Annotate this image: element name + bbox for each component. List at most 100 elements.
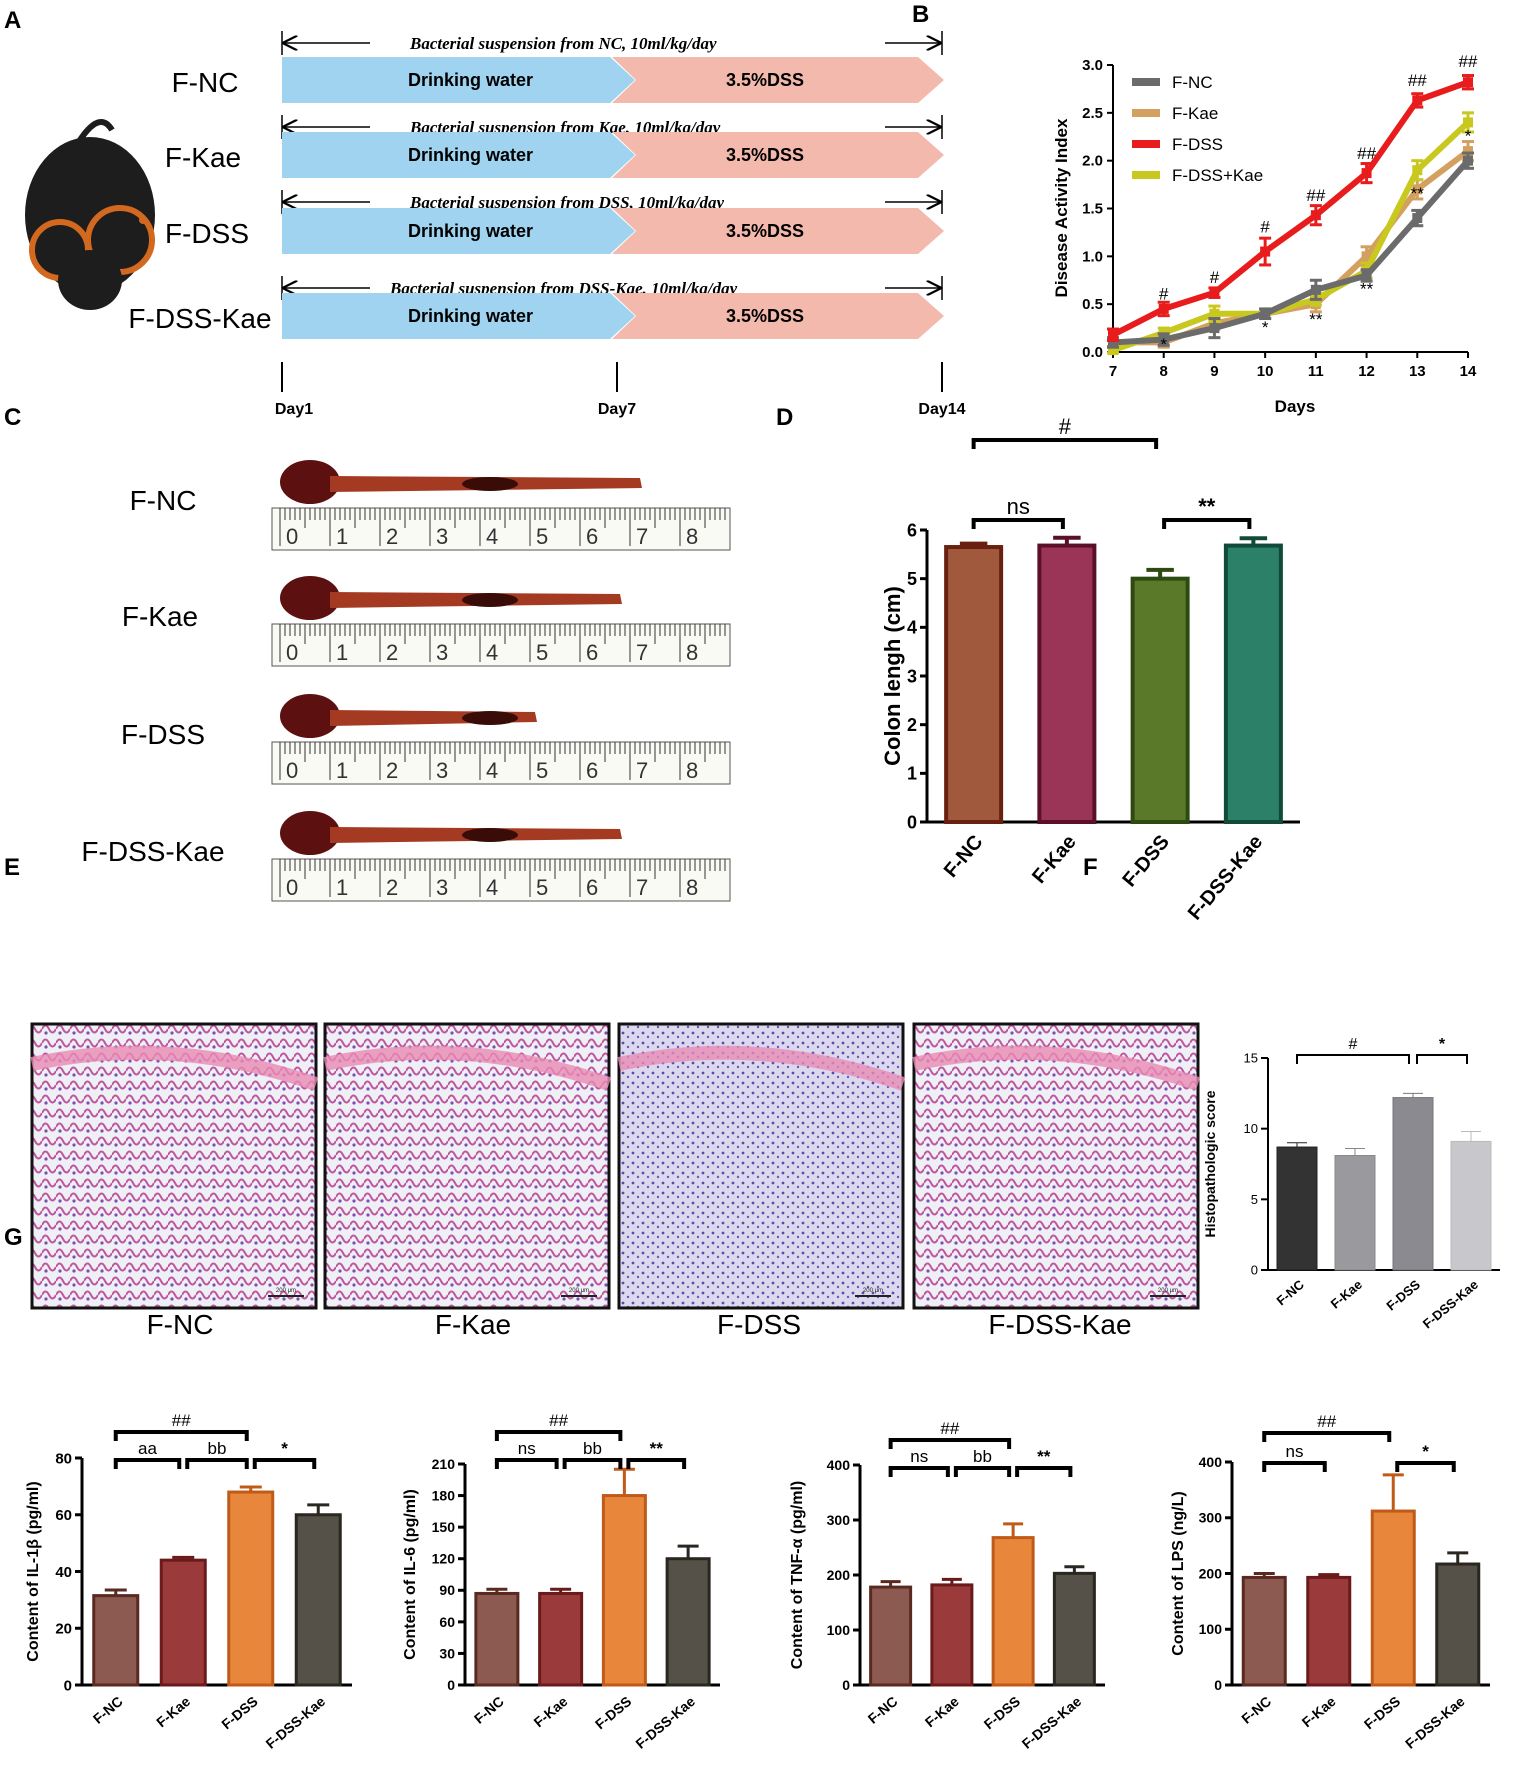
bar-F-Kae [1334,1155,1376,1271]
cecum [280,694,340,738]
significance-label: * [1439,1036,1446,1053]
y-tick-label: 100 [1199,1621,1223,1637]
y-axis-label: Content of LPS (ng/L) [1170,1491,1187,1655]
x-tick-label: 11 [1308,363,1324,380]
y-tick-label: 5 [1251,1192,1258,1207]
y-axis-label: Content of IL-6 (pg/ml) [402,1489,419,1660]
ruler [271,741,731,785]
y-tick-label: 80 [55,1450,72,1467]
drinking-water-bar [282,293,635,339]
y-tick-label: 4 [907,618,917,638]
significance-label: ns [910,1447,928,1466]
dss-bar [612,132,944,178]
bar-F-DSS-Kae [1223,543,1283,824]
dss-bar [612,293,944,339]
significance-bracket [494,1458,559,1469]
ruler-number: 7 [636,640,648,665]
significance-label: bb [583,1439,602,1458]
data-point [1209,323,1220,334]
significance-label: * [281,1439,288,1458]
histology-group-label: F-NC [147,1309,214,1340]
category-label: F-DSS [218,1693,260,1732]
category-label: F-DSS-Kae [632,1693,698,1752]
significance-mark: ## [1357,144,1376,163]
significance-bracket [252,1458,317,1469]
ruler-number: 8 [686,758,698,783]
significance-bracket [113,1458,182,1469]
y-tick-label: 210 [432,1456,456,1472]
drinking-water-label: Drinking water [408,221,533,241]
legend-label: F-NC [1172,73,1213,92]
ruler-number: 3 [436,640,448,665]
dss-label: 3.5%DSS [726,145,804,165]
ruler-number: 6 [586,758,598,783]
significance-bracket [1162,518,1252,529]
drinking-water-label: Drinking water [408,70,533,90]
drinking-water-label: Drinking water [408,145,533,165]
x-tick-label: 7 [1109,363,1117,380]
dss-bar [612,57,944,103]
panel-letter-c: C [4,404,21,431]
significance-label: # [1059,414,1072,439]
panel-letter-e: E [4,854,20,881]
significance-mark: # [1260,217,1270,236]
category-label: F-DSS [1119,831,1174,891]
significance-label: ** [1198,494,1216,519]
panel-a-schematic: Bacterial suspension from NC, 10ml/kg/da… [25,31,966,418]
y-tick-label: 0 [64,1677,72,1694]
data-point [1361,168,1372,179]
scale-bar-label: 200 μm [569,1288,589,1294]
ruler-number: 7 [636,758,648,783]
ruler-number: 6 [586,875,598,900]
significance-mark: ** [1309,310,1323,329]
legend-label: F-DSS [1172,135,1223,154]
significance-mark: # [1159,284,1169,303]
data-point [1412,165,1423,176]
significance-bracket [1262,1461,1327,1472]
significance-label: ## [172,1411,191,1430]
y-tick-label: 200 [827,1567,851,1583]
ruler [271,623,731,667]
data-point [1108,345,1118,356]
significance-mark: * [1160,335,1167,354]
panel-letter-a: A [4,7,21,34]
y-tick-label: 1.0 [1082,248,1103,265]
significance-label: ## [940,1419,959,1438]
ruler-number: 4 [486,524,498,549]
day-label: Day14 [918,401,965,418]
muscle-layer [617,1045,906,1091]
x-tick-label: 12 [1358,363,1375,380]
scale-bar-label: 200 μm [276,1288,296,1294]
data-point [1412,213,1423,224]
group-name-0: F-NC [172,67,239,98]
x-tick-label: 9 [1210,363,1218,380]
y-tick-label: 0 [1251,1263,1258,1278]
y-tick-label: 100 [827,1622,851,1638]
legend-label: F-DSS+Kae [1172,166,1263,185]
ruler-number: 2 [386,758,398,783]
category-label: F-DSS [1383,1277,1423,1314]
series-line-F-DSS [1111,79,1470,338]
colon-group-label: F-NC [130,485,197,516]
ruler-number: 1 [336,875,348,900]
significance-label: ## [1317,1412,1336,1431]
drinking-water-bar [282,132,635,178]
drinking-water-label: Drinking water [408,306,533,326]
category-label: F-Kae [530,1693,570,1730]
ruler-number: 8 [686,640,698,665]
y-tick-label: 400 [827,1457,851,1473]
y-axis-label: Content of IL-1β (pg/ml) [25,1481,42,1661]
data-point [1260,246,1271,257]
data-point [1209,308,1220,319]
y-tick-label: 15 [1244,1051,1258,1066]
fecal-pellet [462,593,518,607]
bar-F-DSS [1392,1097,1434,1271]
panel-letter-d: D [776,404,793,431]
y-tick-label: 0 [447,1677,455,1693]
dss-label: 3.5%DSS [726,221,804,241]
significance-label: ns [1286,1442,1304,1461]
x-tick-label: 14 [1460,363,1477,380]
